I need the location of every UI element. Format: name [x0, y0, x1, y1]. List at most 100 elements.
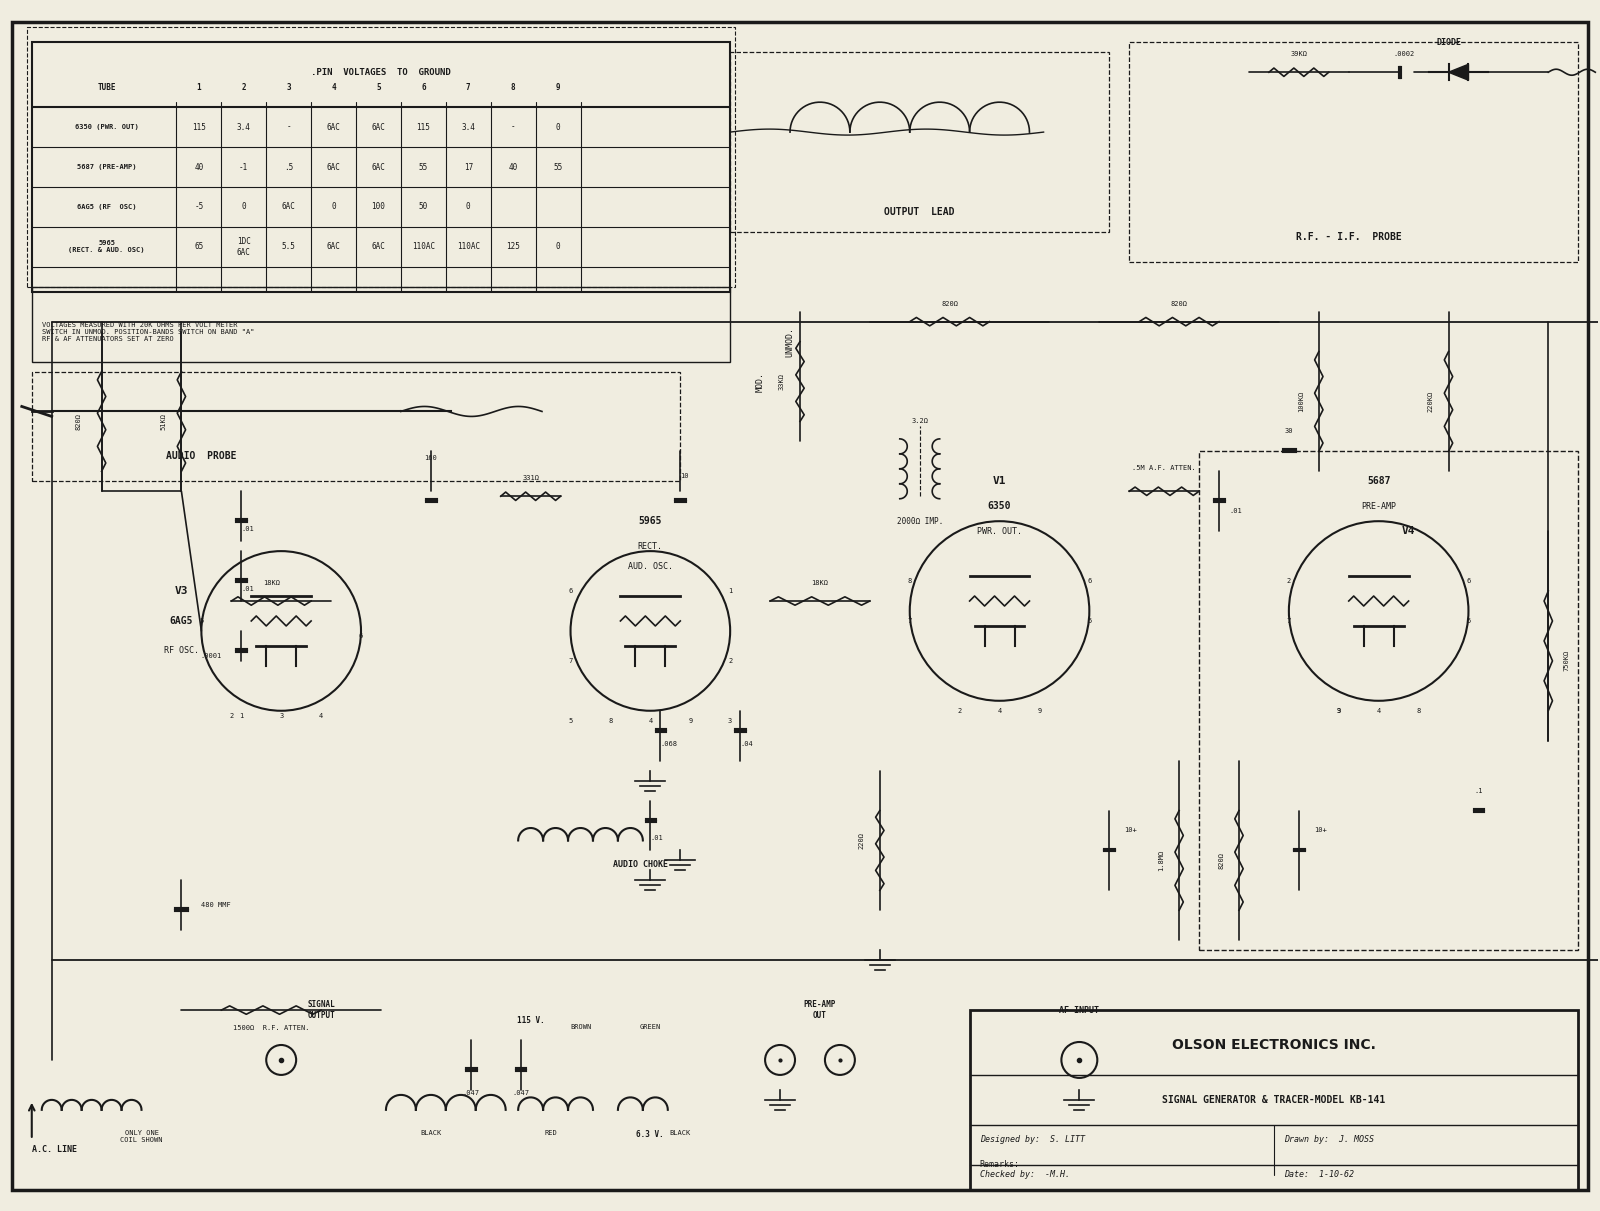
Text: .01: .01: [1229, 509, 1242, 515]
Text: 6AC: 6AC: [326, 122, 341, 132]
Text: .5: .5: [285, 162, 293, 172]
Text: 6AC: 6AC: [371, 242, 386, 252]
Text: PRE-AMP: PRE-AMP: [1362, 501, 1397, 511]
Text: 10+: 10+: [1125, 827, 1138, 833]
Text: 2: 2: [229, 713, 234, 719]
Text: 17: 17: [464, 162, 474, 172]
Text: 40: 40: [194, 162, 203, 172]
Text: 115: 115: [416, 122, 430, 132]
Text: 8: 8: [510, 82, 515, 92]
Text: Date:  1-10-62: Date: 1-10-62: [1283, 1170, 1354, 1180]
Text: RF OSC.: RF OSC.: [163, 647, 198, 655]
Text: 820Ω: 820Ω: [1171, 300, 1187, 306]
Text: 5687 (PRE-AMP): 5687 (PRE-AMP): [77, 163, 136, 170]
Text: 6350: 6350: [987, 501, 1011, 511]
Text: 55: 55: [554, 162, 563, 172]
Text: 5: 5: [200, 618, 203, 624]
Text: 4: 4: [997, 707, 1002, 713]
Text: ONLY ONE
COIL SHOWN: ONLY ONE COIL SHOWN: [120, 1130, 163, 1143]
Text: .0002: .0002: [1394, 51, 1414, 57]
Text: 0: 0: [242, 202, 246, 212]
Text: UNMOD.: UNMOD.: [786, 327, 795, 356]
Text: 1: 1: [238, 713, 243, 719]
Text: Remarks:: Remarks:: [979, 1160, 1019, 1169]
Text: 55: 55: [419, 162, 427, 172]
Text: 6: 6: [358, 633, 363, 639]
Bar: [32, 372, 680, 481]
Text: Designed by:  S. LITT: Designed by: S. LITT: [979, 1135, 1085, 1144]
Text: .04: .04: [741, 741, 754, 747]
Text: 0: 0: [555, 242, 560, 252]
Text: .01: .01: [242, 527, 254, 532]
Text: 331Ω: 331Ω: [522, 475, 539, 481]
Bar: [32, 287, 730, 362]
Text: 50: 50: [419, 202, 427, 212]
Text: 39KΩ: 39KΩ: [1290, 51, 1307, 57]
Text: GREEN: GREEN: [640, 1025, 661, 1031]
Text: 110AC: 110AC: [456, 242, 480, 252]
Text: 3.4: 3.4: [237, 122, 251, 132]
Text: 0: 0: [331, 202, 336, 212]
Text: AUD. OSC.: AUD. OSC.: [627, 562, 674, 570]
Bar: [730, 52, 1109, 231]
Text: -: -: [286, 122, 291, 132]
Bar: [970, 1010, 1578, 1189]
Text: 8: 8: [907, 578, 912, 584]
Text: 160: 160: [424, 455, 437, 461]
Text: 6: 6: [568, 589, 573, 595]
Text: VOLTAGES MEASURED WITH 20K OHMS PER VOLT METER
SWITCH IN UNMOD. POSITION-BANDS S: VOLTAGES MEASURED WITH 20K OHMS PER VOLT…: [42, 322, 254, 342]
Text: PRE-AMP
OUT: PRE-AMP OUT: [803, 1000, 837, 1020]
Text: Drawn by:  J. MOSS: Drawn by: J. MOSS: [1283, 1135, 1374, 1144]
Text: 10+: 10+: [1314, 827, 1326, 833]
Text: 9: 9: [1037, 707, 1042, 713]
Text: 6AC: 6AC: [326, 242, 341, 252]
Text: 820Ω: 820Ω: [1218, 851, 1224, 869]
Text: 6: 6: [421, 82, 426, 92]
Text: 2: 2: [1286, 578, 1291, 584]
Text: MOD.: MOD.: [755, 372, 765, 391]
Text: .PIN  VOLTAGES  TO  GROUND: .PIN VOLTAGES TO GROUND: [310, 68, 451, 76]
Text: 10: 10: [680, 474, 688, 480]
Text: 6AC: 6AC: [326, 162, 341, 172]
Text: 6.3 V.: 6.3 V.: [637, 1130, 664, 1138]
Text: 1.8MΩ: 1.8MΩ: [1158, 850, 1165, 871]
Text: 3.4: 3.4: [461, 122, 475, 132]
Text: 0: 0: [466, 202, 470, 212]
Text: 125: 125: [506, 242, 520, 252]
Bar: [1198, 452, 1578, 951]
Text: 8: 8: [608, 718, 613, 724]
Text: V1: V1: [992, 476, 1006, 487]
Text: DIODE: DIODE: [1437, 39, 1461, 47]
Text: OLSON ELECTRONICS INC.: OLSON ELECTRONICS INC.: [1171, 1038, 1376, 1052]
Text: 5965
(RECT. & AUD. OSC): 5965 (RECT. & AUD. OSC): [69, 240, 146, 253]
Text: -1: -1: [238, 162, 248, 172]
Text: 4: 4: [318, 713, 323, 719]
Text: SIGNAL
OUTPUT: SIGNAL OUTPUT: [307, 1000, 334, 1020]
Text: BROWN: BROWN: [570, 1025, 590, 1031]
Text: 33KΩ: 33KΩ: [779, 373, 786, 390]
Text: 6AC: 6AC: [371, 162, 386, 172]
Text: 5965: 5965: [638, 516, 662, 527]
Text: 65: 65: [194, 242, 203, 252]
Text: BLACK: BLACK: [421, 1130, 442, 1136]
Text: 1DC
6AC: 1DC 6AC: [237, 237, 251, 257]
Text: 6AG5 (RF  OSC): 6AG5 (RF OSC): [77, 203, 136, 210]
Text: AUDIO  PROBE: AUDIO PROBE: [166, 452, 237, 461]
Text: .01: .01: [650, 836, 662, 842]
Text: .0001: .0001: [200, 653, 221, 659]
Text: RED: RED: [544, 1130, 557, 1136]
Text: AF INPUT: AF INPUT: [1059, 1005, 1099, 1015]
Text: 6350 (PWR. OUT): 6350 (PWR. OUT): [75, 124, 139, 130]
Text: .068: .068: [661, 741, 677, 747]
Text: TUBE: TUBE: [98, 82, 115, 92]
Text: 1500Ω  R.F. ATTEN.: 1500Ω R.F. ATTEN.: [234, 1025, 309, 1031]
Text: 820Ω: 820Ω: [941, 300, 958, 306]
Text: .5M A.F. ATTEN.: .5M A.F. ATTEN.: [1133, 465, 1197, 471]
Text: 30: 30: [1285, 429, 1293, 435]
Text: 100KΩ: 100KΩ: [1298, 391, 1304, 412]
Bar: [27, 28, 734, 287]
Text: AUDIO CHOKE: AUDIO CHOKE: [613, 860, 667, 869]
Text: 7: 7: [907, 618, 912, 624]
Text: 6: 6: [1088, 578, 1091, 584]
Text: 8: 8: [1416, 707, 1421, 713]
